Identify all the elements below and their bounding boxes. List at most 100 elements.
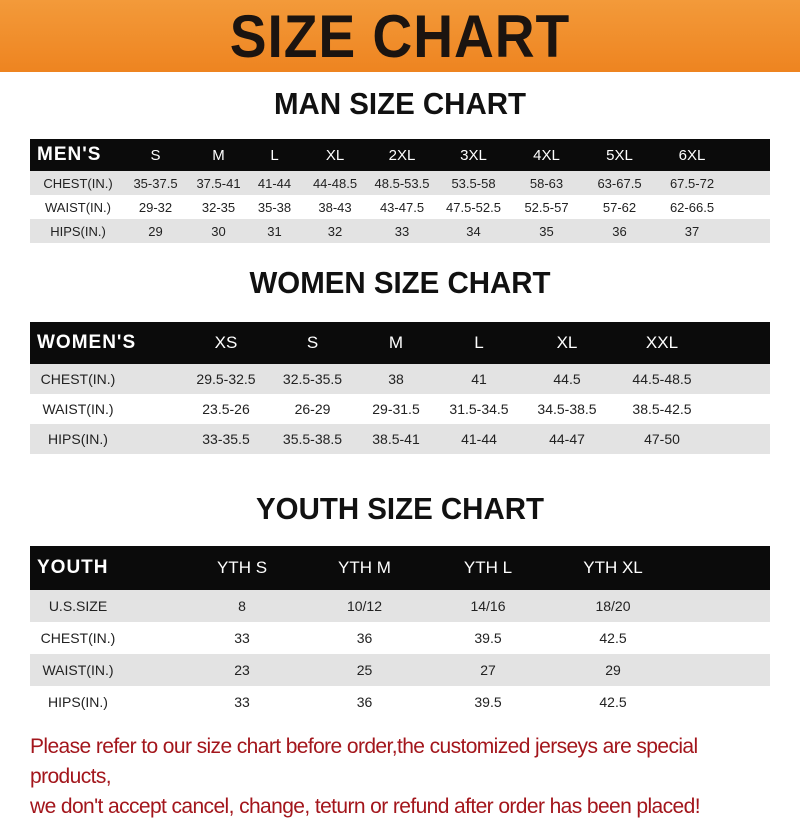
table-cell: S — [270, 333, 355, 353]
cell-value: 33 — [234, 630, 250, 646]
table-cell: 29.5-32.5 — [182, 371, 270, 387]
cell-value: 35-37.5 — [133, 175, 178, 191]
row-label-text: MEN'S — [37, 144, 102, 165]
notice-line-2: we don't accept cancel, change, teturn o… — [30, 795, 701, 818]
cell-value: 8 — [238, 598, 246, 614]
table-cell: 57-62 — [583, 200, 656, 215]
cell-value: 34.5-38.5 — [537, 401, 597, 417]
table-cell: XS — [182, 333, 270, 353]
cell-value: 33 — [234, 694, 250, 710]
table-cell: 38-43 — [303, 200, 367, 215]
cell-value: L — [270, 146, 279, 164]
cell-value: 10/12 — [346, 598, 383, 614]
table-header-row: WOMEN'S XS S M L XL XXL — [30, 322, 770, 364]
table-cell: 39.5 — [426, 694, 550, 710]
table-cell: YTH XL — [550, 558, 676, 578]
cell-value: 14/16 — [470, 598, 506, 614]
cell-value: S — [306, 333, 319, 352]
table-row: HIPS(IN.) 33 36 39.5 42.5 — [30, 686, 770, 718]
table-cell: YTH S — [181, 558, 303, 578]
table-cell: 31.5-34.5 — [437, 401, 521, 417]
cell-value: 27 — [480, 662, 496, 678]
cell-value: 35 — [539, 223, 554, 239]
table-cell: 41-44 — [437, 431, 521, 447]
cell-value: 53.5-58 — [451, 175, 496, 191]
cell-value: 36 — [356, 694, 373, 710]
cell-value: 25 — [356, 662, 373, 678]
cell-value: 42.5 — [599, 694, 627, 710]
table-row: U.S.SIZE 8 10/12 14/16 18/20 — [30, 590, 770, 622]
table-cell: 67.5-72 — [656, 176, 728, 191]
row-label-text: U.S.SIZE — [48, 598, 108, 614]
cell-value: YTH M — [338, 558, 391, 577]
cell-value: XS — [214, 333, 238, 352]
cell-value: 38.5-42.5 — [632, 401, 692, 417]
row-label: CHEST(IN.) — [30, 371, 182, 387]
cell-value: 31 — [267, 223, 282, 239]
table-cell: L — [246, 147, 303, 164]
cell-value: 62-66.5 — [669, 199, 715, 215]
table-cell: 29-31.5 — [355, 401, 437, 417]
row-label: WAIST(IN.) — [30, 662, 181, 678]
cell-value: YTH S — [216, 558, 268, 577]
youth-size-table: YOUTH YTH S YTH M YTH L YTH XL U.S.SIZE 8 10/12… — [30, 546, 770, 718]
row-label: U.S.SIZE — [30, 598, 181, 614]
table-cell: 18/20 — [550, 598, 676, 614]
table-cell: YTH L — [426, 558, 550, 578]
cell-value: L — [474, 333, 484, 352]
table-cell: 35-38 — [246, 200, 303, 215]
table-cell: 47-50 — [613, 431, 711, 447]
banner-title: SIZE CHART — [229, 2, 571, 70]
cell-value: 23 — [234, 662, 250, 678]
row-label: WOMEN'S — [30, 332, 182, 354]
table-cell: 3XL — [437, 147, 510, 164]
table-cell: M — [355, 333, 437, 353]
row-label-text: WOMEN'S — [37, 332, 137, 353]
table-cell: 31 — [246, 224, 303, 239]
table-cell: 42.5 — [550, 694, 676, 710]
table-cell: 34 — [437, 224, 510, 239]
cell-value: 29-32 — [138, 199, 173, 215]
cell-value: 44.5 — [553, 371, 581, 387]
cell-value: YTH L — [463, 558, 513, 577]
cell-value: 26-29 — [294, 401, 331, 417]
table-row: HIPS(IN.) 33-35.5 35.5-38.5 38.5-41 41-44 44-… — [30, 424, 770, 454]
cell-value: 41-44 — [257, 175, 292, 191]
table-cell: 8 — [181, 598, 303, 614]
men-section-title: MAN SIZE CHART — [274, 86, 526, 121]
row-label-text: HIPS(IN.) — [48, 694, 108, 710]
cell-value: 32.5-35.5 — [282, 371, 343, 387]
row-label: HIPS(IN.) — [30, 431, 182, 447]
table-cell: 42.5 — [550, 630, 676, 646]
table-cell: 33-35.5 — [182, 431, 270, 447]
row-label: CHEST(IN.) — [30, 176, 120, 191]
table-row: CHEST(IN.) 35-37.5 37.5-41 41-44 44-48.5 48.5… — [30, 171, 770, 195]
table-cell: 48.5-53.5 — [367, 176, 437, 191]
table-row: WAIST(IN.) 23 25 27 29 — [30, 654, 770, 686]
cell-value: 39.5 — [474, 694, 502, 710]
table-cell: 30 — [191, 224, 246, 239]
cell-value: 5XL — [606, 146, 633, 164]
table-cell: 29-32 — [120, 200, 191, 215]
cell-value: 2XL — [388, 146, 416, 164]
table-cell: 36 — [303, 694, 426, 710]
table-cell: 53.5-58 — [437, 176, 510, 191]
cell-value: 29-31.5 — [372, 401, 420, 417]
men-size-table: MEN'S S M L XL 2XL 3XL 4XL 5XL 6XL CHEST(IN.) 35-37… — [30, 139, 770, 243]
table-cell: 32.5-35.5 — [270, 371, 355, 387]
cell-value: 39.5 — [474, 630, 502, 646]
row-label-text: CHEST(IN.) — [43, 175, 113, 191]
table-cell: 33 — [367, 224, 437, 239]
row-label: MEN'S — [30, 144, 120, 166]
row-label: WAIST(IN.) — [30, 200, 120, 215]
cell-value: 67.5-72 — [669, 175, 715, 191]
row-label: YOUTH — [30, 557, 181, 579]
cell-value: 29.5-32.5 — [196, 371, 256, 387]
table-cell: 37 — [656, 224, 728, 239]
cell-value: 18/20 — [595, 598, 631, 614]
table-cell: 38.5-41 — [355, 431, 437, 447]
table-cell: 35.5-38.5 — [270, 431, 355, 447]
table-cell: 35 — [510, 224, 583, 239]
table-cell: 43-47.5 — [367, 200, 437, 215]
table-cell: 5XL — [583, 147, 656, 164]
